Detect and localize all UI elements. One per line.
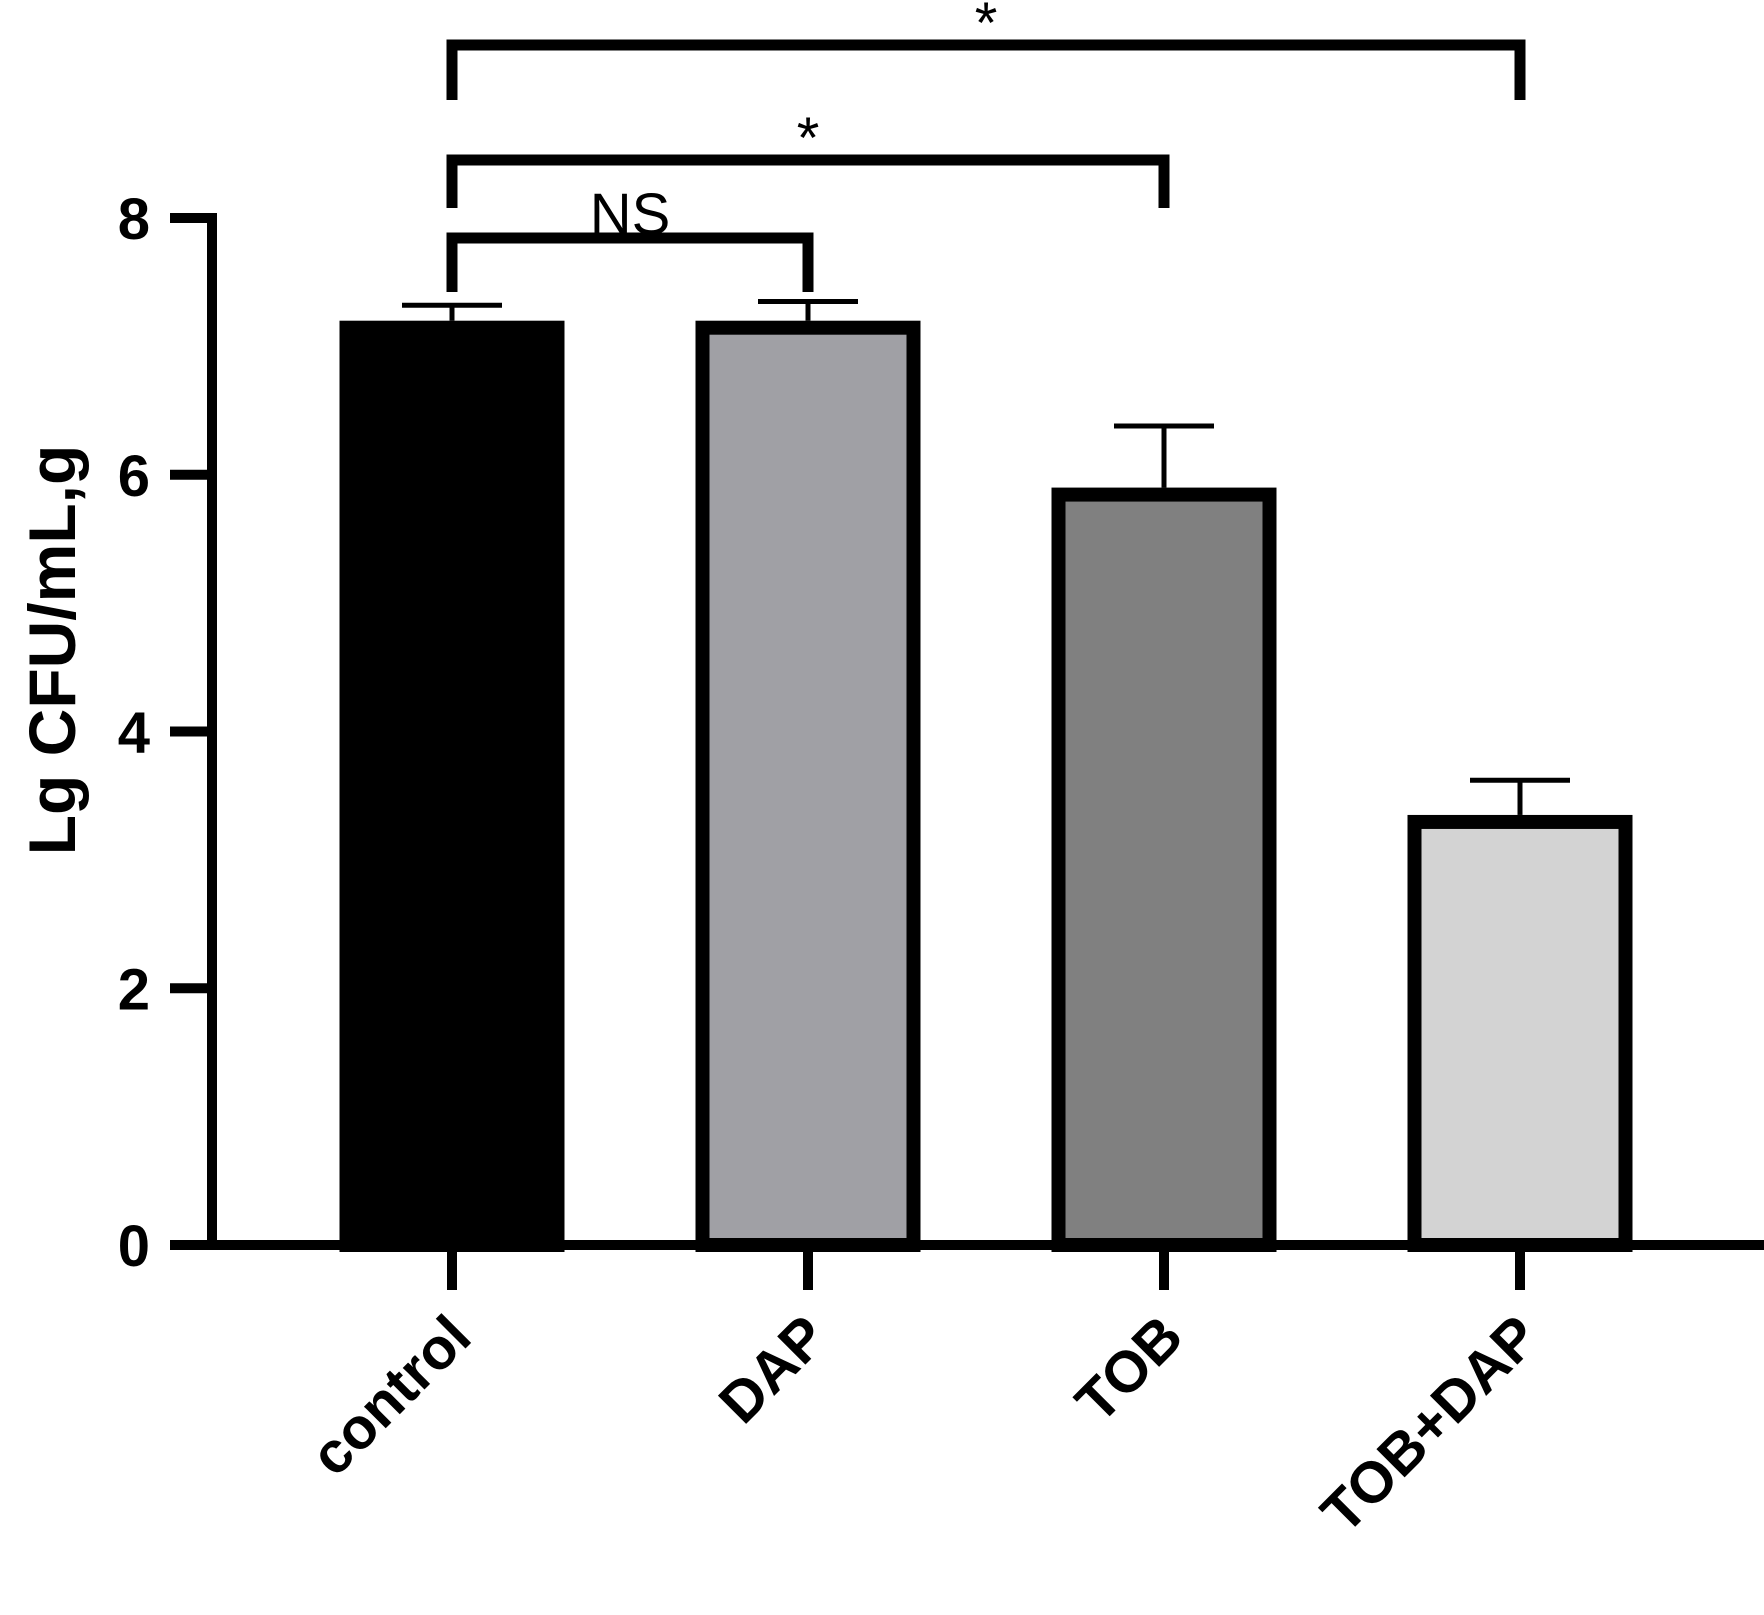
- y-tick-label-6: 6: [118, 444, 150, 509]
- significance-bracket-3: [446, 39, 1526, 100]
- significance-bracket-1: [446, 232, 814, 292]
- axes-group: [170, 213, 1764, 1250]
- y-axis-label: Lg CFU/mL,g: [15, 445, 89, 856]
- x-tick-label-DAP: DAP: [707, 1303, 840, 1436]
- x-tick-label-TOB+DAP: TOB+DAP: [1309, 1303, 1551, 1545]
- significance-label-3: *: [975, 0, 998, 56]
- y-tick-label-2: 2: [118, 957, 150, 1022]
- x-tick-label-control: control: [298, 1303, 483, 1488]
- bar-TOB+DAP: [1407, 814, 1633, 1252]
- significance-bracket-2: [446, 154, 1170, 208]
- bar-control: [339, 320, 565, 1252]
- significance-brackets: NS * *: [446, 0, 1526, 292]
- y-tick-label-8: 8: [118, 187, 150, 252]
- y-axis: 0 2 4 6 8: [118, 187, 212, 1279]
- bars-group: [339, 320, 1633, 1252]
- error-bars-group: [402, 298, 1570, 815]
- y-tick-label-4: 4: [118, 701, 150, 766]
- x-tick-label-TOB: TOB: [1063, 1303, 1195, 1435]
- significance-label-2: *: [797, 106, 820, 171]
- bar-DAP: [695, 320, 921, 1252]
- y-tick-label-0: 0: [118, 1214, 150, 1279]
- bar-TOB: [1051, 487, 1277, 1252]
- x-axis: control DAP TOB TOB+DAP: [298, 1245, 1551, 1546]
- significance-label-1: NS: [590, 182, 671, 247]
